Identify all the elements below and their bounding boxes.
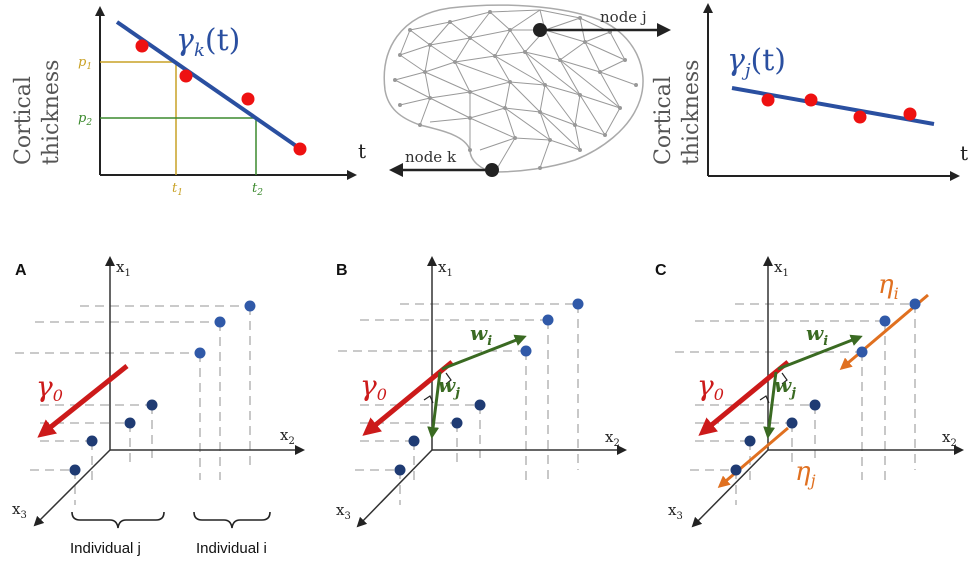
x3-label: x3 [336, 501, 351, 522]
x1-label: x1 [774, 258, 789, 279]
data-point [903, 107, 917, 121]
t2-label: t2 [252, 181, 263, 198]
x2-label: x2 [942, 428, 957, 449]
x3-axis [33, 449, 111, 527]
w-i-label: wi [470, 321, 492, 349]
panel-c: C x1 x2 x3 γ0 ηi ηj wi wj [655, 256, 964, 528]
observations [69, 300, 256, 476]
gamma0-arrow [698, 360, 790, 436]
data-point [293, 142, 307, 156]
x2-label: x2 [280, 426, 295, 447]
x-axis-label: t [960, 141, 968, 165]
x1-label: x1 [438, 258, 453, 279]
individual-i-label: Individual i [196, 540, 267, 557]
y-axis-label-line2: thickness [679, 60, 704, 165]
x1-label: x1 [116, 258, 131, 279]
y-axis-label-line1: Cortical [651, 76, 676, 165]
x3-axis [356, 449, 433, 528]
right-angle-mark [423, 395, 434, 404]
x3-axis [691, 449, 769, 528]
gamma0-label: γ0 [36, 370, 63, 405]
top-right-plot: t Cortical thickness γj(t) [651, 3, 968, 181]
w-i-label: wi [806, 321, 828, 349]
panel-letter: B [336, 262, 348, 279]
data-point [179, 69, 193, 83]
trajectory-line-j [731, 86, 935, 126]
right-angle-mark [759, 395, 770, 404]
panel-a: A x1 x2 x3 γ0 Individual j Individual [12, 256, 305, 557]
gamma-j-label: γj(t) [727, 43, 786, 81]
data-point [804, 93, 818, 107]
x3-label: x3 [12, 500, 27, 521]
observations [394, 298, 584, 476]
projection-guides [338, 303, 579, 505]
x2-label: x2 [605, 428, 620, 449]
panel-letter: C [655, 262, 667, 279]
eta-j-label: ηj [795, 457, 816, 490]
y-axis-label-line1: Cortical [11, 76, 36, 165]
w-j-arrow [763, 371, 778, 439]
p1-label: p1 [78, 55, 92, 72]
w-i-arrow [777, 334, 863, 371]
gamma-k-label: γk(t) [176, 23, 240, 61]
data-point [853, 110, 867, 124]
gamma0-label: γ0 [697, 369, 724, 404]
right-angle-mark [781, 372, 788, 385]
w-i-arrow [441, 334, 527, 371]
data-point [241, 92, 255, 106]
projection-guides [675, 303, 916, 505]
individual-j-label: Individual j [70, 540, 141, 557]
node-j-label: node j [600, 8, 647, 26]
data-point [135, 39, 149, 53]
eta-i-label: ηi [878, 270, 899, 303]
data-point [761, 93, 775, 107]
brace-individual-i [193, 511, 271, 529]
p2-label: p2 [78, 111, 92, 128]
y-axis-label-line2: thickness [39, 60, 64, 165]
gamma0-label: γ0 [360, 369, 387, 404]
eta-j-arrow [717, 426, 789, 488]
observations [730, 298, 921, 476]
w-j-arrow [427, 371, 442, 439]
mesh-nodes: node j node k [389, 8, 671, 177]
top-left-plot: t Cortical thickness p1 p2 t1 t2 γk(t) [11, 6, 366, 198]
w-j-label: wj [774, 373, 796, 401]
p2-guide [100, 117, 257, 175]
panel-b: B x1 x2 x3 γ0 wi wj [336, 256, 627, 528]
x3-label: x3 [668, 501, 683, 522]
brace-individual-j [71, 511, 165, 529]
t1-label: t1 [172, 181, 183, 198]
cortical-mesh [383, 4, 644, 173]
panel-letter: A [15, 262, 27, 279]
node-k-label: node k [405, 148, 457, 166]
projection-guides [15, 305, 251, 505]
right-angle-mark [445, 372, 452, 385]
w-j-label: wj [438, 373, 460, 401]
x-axis-label: t [358, 139, 366, 163]
gamma0-arrow [362, 360, 454, 436]
gamma0-arrow [37, 364, 129, 438]
